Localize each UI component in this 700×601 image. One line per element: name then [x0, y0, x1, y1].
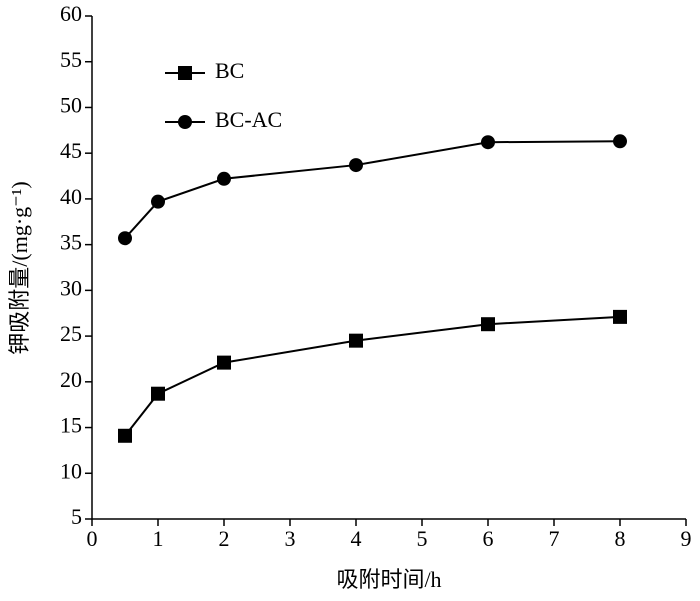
x-tick-label: 5: [417, 526, 428, 551]
y-tick-label: 50: [60, 93, 82, 118]
series-line: [124, 315, 621, 437]
data-point: [217, 171, 231, 186]
legend-marker: [178, 66, 192, 80]
data-point: [151, 194, 165, 209]
data-point: [118, 428, 132, 443]
x-tick-label: 7: [549, 526, 560, 551]
x-axis-label: 吸附时间/h: [336, 567, 441, 592]
y-tick-label: 15: [60, 413, 82, 438]
x-tick-label: 2: [219, 526, 230, 551]
legend-marker: [178, 115, 192, 129]
data-point: [613, 309, 627, 324]
data-point: [151, 386, 165, 401]
y-tick-label: 5: [71, 504, 82, 529]
x-tick-label: 4: [351, 526, 362, 551]
data-point: [217, 355, 231, 370]
data-point: [481, 135, 495, 150]
y-tick-label: 40: [60, 184, 82, 209]
axes: [91, 16, 686, 520]
x-tick-label: 6: [483, 526, 494, 551]
y-tick-label: 55: [60, 47, 82, 72]
y-tick-label: 20: [60, 367, 82, 392]
y-tick-label: 35: [60, 230, 82, 255]
legend-label: BC-AC: [215, 107, 282, 132]
data-point: [613, 134, 627, 149]
y-tick-label: 30: [60, 275, 82, 300]
legend-label: BC: [215, 58, 244, 83]
data-point: [481, 317, 495, 332]
y-tick-label: 10: [60, 458, 82, 483]
data-point: [349, 158, 363, 173]
y-tick-label: 45: [60, 138, 82, 163]
y-tick-label: 60: [60, 1, 82, 26]
x-tick-label: 3: [285, 526, 296, 551]
x-tick-label: 0: [87, 526, 98, 551]
x-tick-label: 8: [615, 526, 626, 551]
series-line: [124, 140, 621, 239]
data-point: [349, 333, 363, 348]
x-tick-label: 9: [681, 526, 692, 551]
x-tick-label: 1: [153, 526, 164, 551]
y-axis-label: 钾吸附量/(mg·g⁻¹): [7, 181, 32, 354]
y-tick-label: 25: [60, 321, 82, 346]
data-point: [118, 231, 132, 246]
